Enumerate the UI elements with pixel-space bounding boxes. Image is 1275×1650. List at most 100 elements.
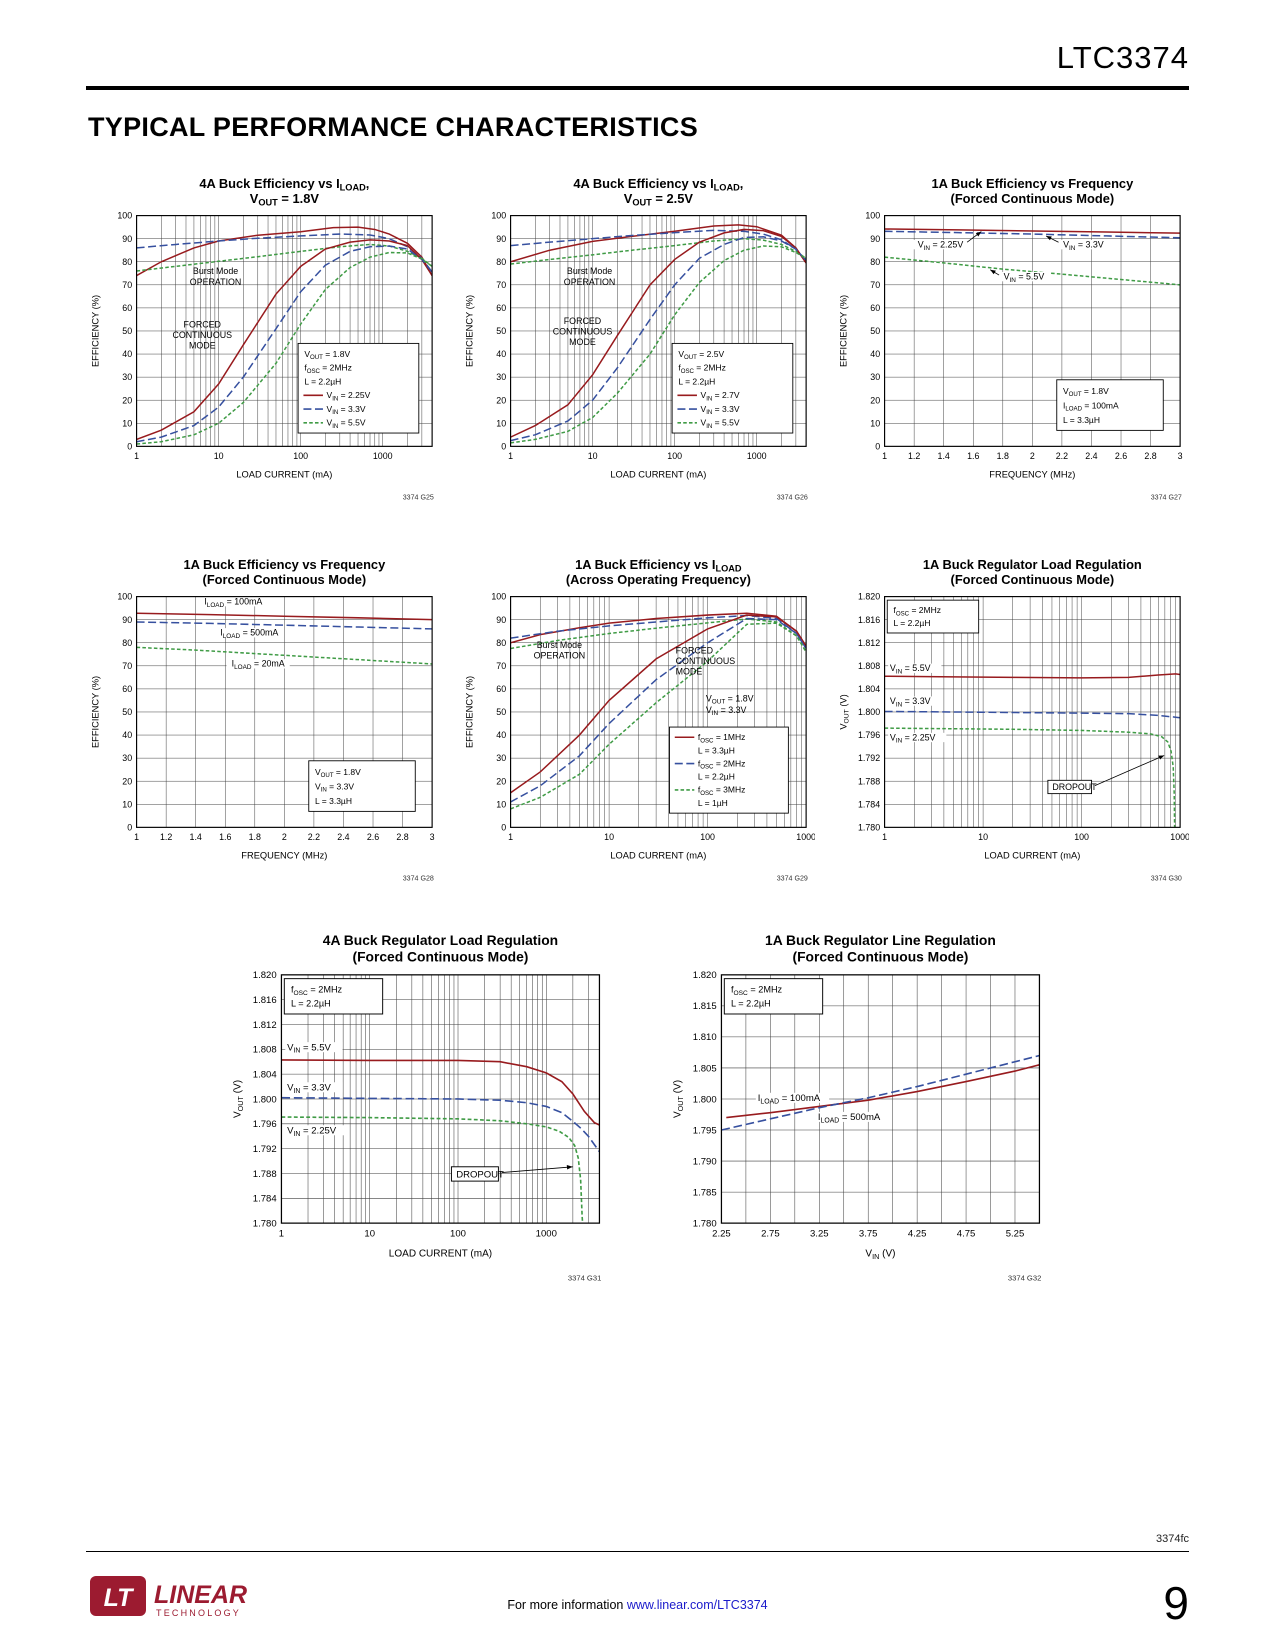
svg-text:1000: 1000 [796,832,815,842]
svg-text:VIN = 5.5V: VIN = 5.5V [287,1043,331,1055]
chart-3374-g26-4a-buck-efficiency-vout-2v5: VOUT = 2.5V fOSC = 2MHz L = 2.2µH VIN = 2.7… [460,173,815,524]
svg-text:1.4: 1.4 [190,832,202,842]
svg-text:1.805: 1.805 [692,1064,716,1075]
svg-text:1.8: 1.8 [249,832,261,842]
svg-text:L = 3.3µH: L = 3.3µH [1063,415,1100,425]
svg-text:1.810: 1.810 [692,1033,716,1044]
svg-text:fOSC = 2MHz: fOSC = 2MHz [304,363,352,375]
svg-text:2.8: 2.8 [396,832,408,842]
svg-text:4A Buck Efficiency vs ILOAD,: 4A Buck Efficiency vs ILOAD, [199,176,369,192]
footer-info-link[interactable]: www.linear.com/LTC3374 [626,1598,768,1612]
svg-text:VOUT = 1.8V: VOUT = 1.8V [315,767,361,779]
svg-text:4A Buck Regulator Load Regulat: 4A Buck Regulator Load Regulation [322,932,557,948]
page-number: 9 [1163,1576,1189,1629]
svg-text:(Forced Continuous Mode): (Forced Continuous Mode) [792,949,968,965]
charts-row-2: VOUT = 1.8V VIN = 3.3V L = 3.3µH ILOAD = 10… [86,554,1190,905]
svg-text:3.75: 3.75 [858,1229,877,1240]
svg-text:ILOAD = 500mA: ILOAD = 500mA [817,1112,880,1124]
svg-text:OPERATION: OPERATION [534,651,586,661]
svg-text:100: 100 [491,592,506,602]
svg-text:10: 10 [214,451,224,461]
svg-text:90: 90 [122,615,132,625]
svg-text:60: 60 [122,684,132,694]
svg-text:10: 10 [496,418,506,428]
svg-text:VOUT = 2.5V: VOUT = 2.5V [624,191,694,207]
svg-text:50: 50 [122,326,132,336]
svg-text:5.25: 5.25 [1005,1229,1024,1240]
svg-text:LOAD CURRENT (mA): LOAD CURRENT (mA) [610,851,706,861]
svg-text:1.2: 1.2 [908,451,920,461]
svg-text:3374 G30: 3374 G30 [1151,875,1182,883]
svg-text:20: 20 [122,395,132,405]
linear-technology-logo: LT LINEAR TECHNOLOGY [90,1576,247,1618]
svg-text:1.816: 1.816 [858,615,880,625]
svg-text:fOSC = 2MHz: fOSC = 2MHz [678,363,726,375]
svg-text:1.808: 1.808 [858,661,880,671]
svg-text:1.808: 1.808 [252,1045,276,1056]
svg-text:80: 80 [870,257,880,267]
svg-text:CONTINUOUS: CONTINUOUS [172,330,232,340]
svg-text:L = 1µH: L = 1µH [698,798,728,808]
svg-text:10: 10 [122,418,132,428]
svg-text:80: 80 [496,257,506,267]
svg-text:1.780: 1.780 [252,1219,276,1230]
svg-text:3: 3 [430,832,435,842]
svg-text:ILOAD = 500mA: ILOAD = 500mA [220,628,278,640]
svg-text:VOUT = 1.8V: VOUT = 1.8V [706,693,754,705]
svg-text:1A Buck Efficiency vs ILOAD: 1A Buck Efficiency vs ILOAD [575,557,742,573]
svg-text:1.780: 1.780 [858,823,880,833]
svg-text:90: 90 [122,234,132,244]
page-header: LTC3374 TYPICAL PERFORMANCE CHARACTERIST… [86,40,1189,143]
svg-text:L = 2.2µH: L = 2.2µH [678,376,715,386]
svg-text:1A Buck Regulator Load Regulat: 1A Buck Regulator Load Regulation [923,557,1142,572]
svg-text:(Forced Continuous Mode): (Forced Continuous Mode) [951,191,1115,206]
svg-text:1.4: 1.4 [938,451,950,461]
svg-text:1.816: 1.816 [252,995,276,1006]
svg-text:3374 G26: 3374 G26 [777,494,808,502]
svg-text:1.812: 1.812 [858,638,880,648]
svg-text:EFFICIENCY (%): EFFICIENCY (%) [838,295,848,367]
svg-text:1.785: 1.785 [692,1188,716,1199]
svg-text:VIN = 5.5V: VIN = 5.5V [701,418,740,430]
svg-text:3374 G32: 3374 G32 [1007,1274,1041,1283]
svg-text:0: 0 [501,441,506,451]
svg-text:2.8: 2.8 [1144,451,1156,461]
svg-text:VIN = 2.25V: VIN = 2.25V [287,1126,337,1138]
svg-text:EFFICIENCY (%): EFFICIENCY (%) [464,676,474,748]
svg-text:VIN = 3.3V: VIN = 3.3V [1063,240,1104,252]
svg-text:70: 70 [122,280,132,290]
svg-text:3.25: 3.25 [810,1229,829,1240]
svg-text:VIN = 3.3V: VIN = 3.3V [706,705,747,717]
chart-3374-g29-1a-buck-efficiency-vs-iload: fOSC = 1MHz L = 3.3µH fOSC = 2MHz L = 2.2µH… [460,554,816,905]
svg-text:1000: 1000 [535,1229,556,1240]
svg-text:3374 G28: 3374 G28 [403,875,434,883]
svg-text:2.2: 2.2 [1056,451,1068,461]
svg-text:30: 30 [122,372,132,382]
svg-text:3374 G27: 3374 G27 [1151,494,1182,502]
svg-text:1.796: 1.796 [858,730,880,740]
svg-text:1.790: 1.790 [692,1157,716,1168]
svg-text:20: 20 [496,776,506,786]
svg-text:fOSC = 2MHz: fOSC = 2MHz [290,985,342,997]
svg-text:100: 100 [491,211,506,221]
svg-text:VOUT (V): VOUT (V) [232,1080,244,1118]
svg-text:EFFICIENCY (%): EFFICIENCY (%) [90,295,100,367]
svg-text:2.25: 2.25 [712,1229,731,1240]
svg-text:1.780: 1.780 [692,1219,716,1230]
svg-text:VIN = 3.3V: VIN = 3.3V [287,1083,331,1095]
svg-text:L = 3.3µH: L = 3.3µH [698,745,735,755]
svg-text:60: 60 [496,303,506,313]
svg-text:1: 1 [134,451,139,461]
svg-text:FORCED: FORCED [676,646,713,656]
svg-text:60: 60 [870,303,880,313]
svg-text:0: 0 [501,823,506,833]
svg-text:fOSC = 3MHz: fOSC = 3MHz [698,785,746,797]
svg-text:Burst Mode: Burst Mode [537,640,582,650]
svg-text:100: 100 [865,211,880,221]
header-rule [86,86,1189,90]
svg-text:L = 2.2µH: L = 2.2µH [698,772,735,782]
svg-text:FORCED: FORCED [564,316,601,326]
svg-text:100: 100 [117,211,132,221]
svg-text:1: 1 [882,832,887,842]
